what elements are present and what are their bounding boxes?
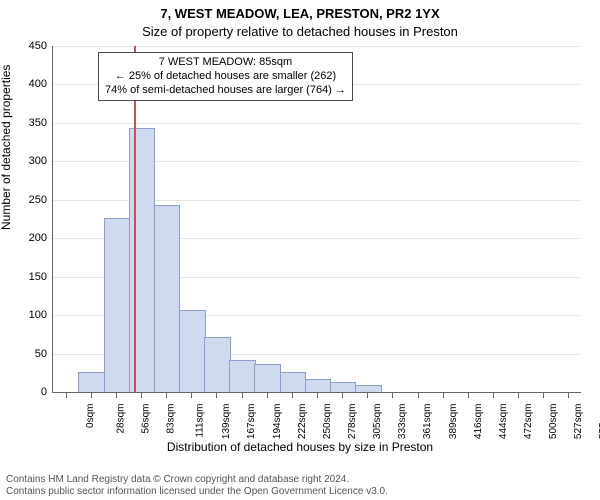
histogram-bar <box>129 128 156 392</box>
x-tick-label: 83sqm <box>166 404 177 434</box>
x-tick-label: 222sqm <box>297 404 308 440</box>
histogram-bar <box>104 218 131 392</box>
y-tick-label: 300 <box>29 155 53 167</box>
histogram-bar <box>305 379 332 392</box>
plot-area: 0501001502002503003504004500sqm28sqm56sq… <box>52 46 581 393</box>
x-tick <box>543 392 544 398</box>
y-tick-label: 50 <box>35 348 53 360</box>
x-tick-label: 278sqm <box>347 404 358 440</box>
y-tick-label: 450 <box>29 40 53 52</box>
x-tick-label: 389sqm <box>448 404 459 440</box>
y-tick-label: 150 <box>29 271 53 283</box>
chart-title-address: 7, WEST MEADOW, LEA, PRESTON, PR2 1YX <box>0 6 600 21</box>
x-tick-label: 444sqm <box>498 404 509 440</box>
x-tick <box>443 392 444 398</box>
x-tick-label: 250sqm <box>322 404 333 440</box>
y-axis-label: Number of detached properties <box>0 65 13 230</box>
y-tick-label: 400 <box>29 78 53 90</box>
x-tick-label: 194sqm <box>272 404 283 440</box>
histogram-bar <box>280 372 307 392</box>
x-tick <box>468 392 469 398</box>
x-tick-label: 28sqm <box>115 404 126 434</box>
x-tick <box>166 392 167 398</box>
x-tick <box>392 392 393 398</box>
histogram-bar <box>204 337 231 392</box>
gridline <box>53 46 581 47</box>
x-tick-label: 500sqm <box>548 404 559 440</box>
x-tick-label: 361sqm <box>423 404 434 440</box>
histogram-bar <box>355 385 382 392</box>
x-tick <box>518 392 519 398</box>
x-tick-label: 0sqm <box>85 404 96 428</box>
chart-title-subtitle: Size of property relative to detached ho… <box>0 24 600 39</box>
y-tick-label: 350 <box>29 117 53 129</box>
y-tick-label: 200 <box>29 232 53 244</box>
x-tick-label: 305sqm <box>372 404 383 440</box>
x-tick <box>493 392 494 398</box>
histogram-bar <box>229 360 256 392</box>
x-tick <box>116 392 117 398</box>
x-tick <box>141 392 142 398</box>
x-tick <box>216 392 217 398</box>
y-tick-label: 0 <box>41 386 53 398</box>
annotation-line-3: 74% of semi-detached houses are larger (… <box>105 84 346 98</box>
histogram-bar <box>330 382 357 392</box>
footer-attribution: Contains HM Land Registry data © Crown c… <box>0 474 394 498</box>
x-tick <box>267 392 268 398</box>
x-tick <box>367 392 368 398</box>
x-tick-label: 111sqm <box>195 404 206 438</box>
x-tick <box>342 392 343 398</box>
gridline <box>53 123 581 124</box>
x-tick <box>292 392 293 398</box>
x-tick-label: 167sqm <box>247 404 258 440</box>
annotation-line-2: ← 25% of detached houses are smaller (26… <box>105 70 346 84</box>
histogram-bar <box>254 364 281 392</box>
x-tick <box>317 392 318 398</box>
annotation-line-1: 7 WEST MEADOW: 85sqm <box>105 56 346 70</box>
x-tick <box>66 392 67 398</box>
chart-container: 7, WEST MEADOW, LEA, PRESTON, PR2 1YX Si… <box>0 0 600 500</box>
footer-line-2: Contains public sector information licen… <box>6 486 388 498</box>
y-tick-label: 250 <box>29 194 53 206</box>
histogram-bar <box>179 310 206 392</box>
x-tick-label: 416sqm <box>473 404 484 440</box>
footer-line-1: Contains HM Land Registry data © Crown c… <box>6 474 388 486</box>
x-tick-label: 139sqm <box>221 404 232 440</box>
x-tick <box>242 392 243 398</box>
y-tick-label: 100 <box>29 309 53 321</box>
x-tick <box>191 392 192 398</box>
annotation-box: 7 WEST MEADOW: 85sqm ← 25% of detached h… <box>98 52 353 101</box>
x-tick <box>418 392 419 398</box>
x-axis-label: Distribution of detached houses by size … <box>0 440 600 454</box>
x-tick <box>568 392 569 398</box>
x-tick-label: 527sqm <box>573 404 584 440</box>
x-tick-label: 333sqm <box>397 404 408 440</box>
x-tick-label: 472sqm <box>523 404 534 440</box>
x-tick <box>91 392 92 398</box>
histogram-bar <box>154 205 181 392</box>
x-tick-label: 56sqm <box>140 404 151 434</box>
histogram-bar <box>78 372 105 392</box>
